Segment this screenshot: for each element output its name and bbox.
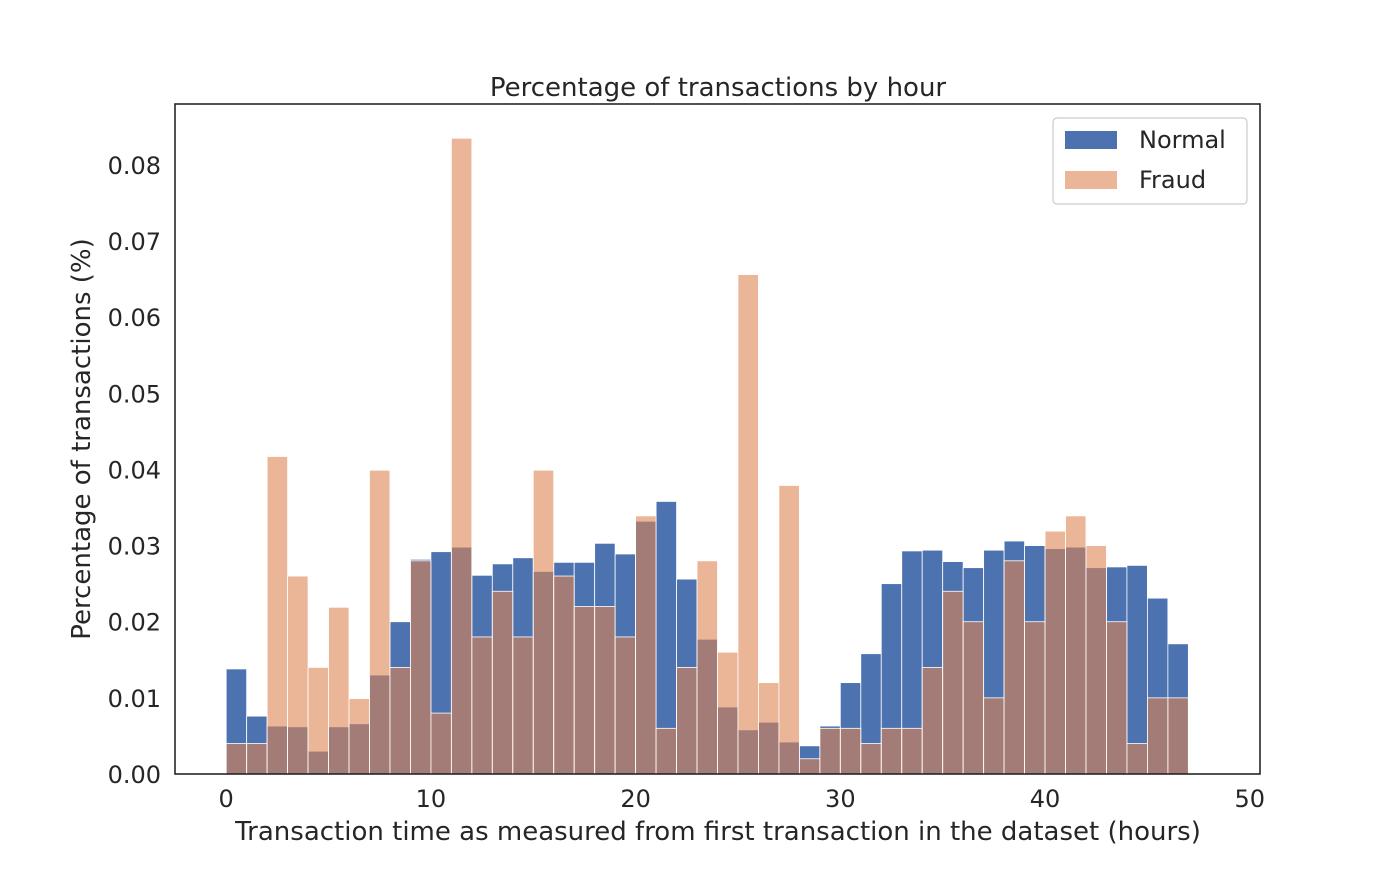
fraud-bar-42 xyxy=(1085,545,1107,775)
fraud-bar-39 xyxy=(1024,621,1046,775)
y-tick-label: 0.02 xyxy=(108,609,161,637)
x-tick-label: 20 xyxy=(620,785,651,813)
legend: Normal Fraud xyxy=(1052,117,1248,205)
fraud-bar-44 xyxy=(1126,743,1148,775)
fraud-bar-41 xyxy=(1065,515,1087,775)
fraud-bar-23 xyxy=(696,560,718,775)
fraud-bar-25 xyxy=(737,274,759,775)
fraud-bar-8 xyxy=(389,667,411,775)
legend-label-normal: Normal xyxy=(1139,126,1226,154)
y-tick-label: 0.04 xyxy=(108,456,161,484)
fraud-bar-16 xyxy=(553,575,575,775)
fraud-bar-45 xyxy=(1147,697,1169,775)
fraud-bar-7 xyxy=(369,469,391,775)
fraud-bar-12 xyxy=(471,636,493,775)
fraud-bar-26 xyxy=(758,682,780,775)
fraud-bar-5 xyxy=(328,606,350,775)
fraud-bar-32 xyxy=(880,727,903,775)
x-axis-label: Transaction time as measured from first … xyxy=(234,817,1201,847)
legend-swatch-normal xyxy=(1065,131,1117,149)
fraud-bar-4 xyxy=(307,667,329,775)
fraud-bar-29 xyxy=(819,727,841,775)
y-tick-label: 0.08 xyxy=(108,152,161,180)
x-tick-label: 40 xyxy=(1030,785,1061,813)
fraud-bar-3 xyxy=(287,575,309,775)
y-tick-label: 0.03 xyxy=(108,533,161,561)
fraud-bar-27 xyxy=(778,485,800,775)
fraud-bar-0 xyxy=(225,743,248,775)
x-tick-label: 30 xyxy=(825,785,856,813)
fraud-bar-22 xyxy=(676,667,698,775)
x-tick-label: 10 xyxy=(416,785,447,813)
fraud-bar-6 xyxy=(348,698,370,775)
y-axis-ticks: 0.00 0.01 0.02 0.03 0.04 0.05 0.06 0.07 0.08 xyxy=(108,152,161,789)
fraud-bar-30 xyxy=(839,727,862,775)
fraud-bar-37 xyxy=(983,697,1005,775)
y-axis-label: Percentage of transactions (%) xyxy=(67,238,97,640)
fraud-bar-18 xyxy=(594,606,616,775)
x-tick-label: 0 xyxy=(219,785,234,813)
fraud-bar-17 xyxy=(573,606,596,775)
fraud-bar-34 xyxy=(921,667,944,775)
fraud-bar-13 xyxy=(491,590,514,775)
fraud-bar-2 xyxy=(266,456,288,775)
fraud-bar-14 xyxy=(512,636,534,775)
fraud-bar-20 xyxy=(635,515,657,775)
fraud-bar-21 xyxy=(655,727,677,775)
legend-swatch-fraud xyxy=(1065,171,1117,189)
y-tick-label: 0.07 xyxy=(108,228,161,256)
x-tick-label: 50 xyxy=(1234,785,1265,813)
fraud-bar-31 xyxy=(860,743,882,775)
fraud-bar-15 xyxy=(532,469,555,775)
legend-label-fraud: Fraud xyxy=(1139,166,1206,194)
plot-frame xyxy=(174,103,1261,775)
fraud-series-bars xyxy=(225,137,1189,775)
fraud-bar-35 xyxy=(942,590,964,775)
fraud-bar-9 xyxy=(410,560,432,775)
fraud-bar-36 xyxy=(962,621,985,775)
fraud-bar-46 xyxy=(1167,697,1189,775)
normal-bar-44 xyxy=(1126,564,1148,775)
fraud-bar-19 xyxy=(614,636,637,775)
fraud-bar-1 xyxy=(246,743,268,775)
fraud-bar-24 xyxy=(717,651,739,775)
fraud-bar-40 xyxy=(1044,530,1066,775)
y-tick-label: 0.05 xyxy=(108,380,161,408)
fraud-bar-43 xyxy=(1106,621,1128,775)
y-tick-label: 0.00 xyxy=(108,761,161,789)
fraud-bar-28 xyxy=(798,758,821,775)
x-axis-ticks: 0 10 20 30 40 50 xyxy=(219,785,1265,813)
fraud-bar-38 xyxy=(1003,560,1025,775)
fraud-bar-10 xyxy=(430,712,452,775)
fraud-bar-33 xyxy=(901,727,923,775)
chart-title: Percentage of transactions by hour xyxy=(490,73,947,103)
y-tick-label: 0.06 xyxy=(108,304,161,332)
y-tick-label: 0.01 xyxy=(108,685,161,713)
fraud-bar-11 xyxy=(450,137,473,775)
